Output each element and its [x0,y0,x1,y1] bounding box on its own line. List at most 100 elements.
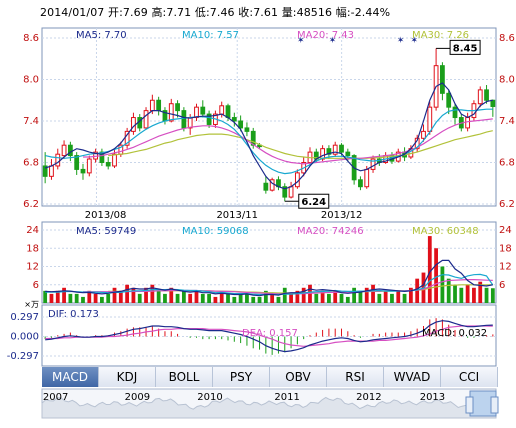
volume-bar [226,293,230,303]
volume-bar [459,287,464,303]
volume-bar [144,287,148,303]
indicator-tabs: MACD KDJ BOLL PSY OBV RSI WVAD CCI [42,367,498,387]
volume-bar [125,284,130,303]
candle-body [49,165,54,177]
candle-body [244,127,250,132]
price-panel-frame [41,27,497,207]
candle-body [80,168,86,174]
volume-bar [93,293,98,303]
volume-bar [472,287,476,303]
price-legend-ma20: MA20: 7.43 [297,30,354,41]
candle-body [175,103,180,112]
candle-body [465,117,471,129]
tab-rsi[interactable]: RSI [327,367,384,387]
candle-body [452,106,458,119]
volume-bar [251,296,256,303]
candle-body [194,106,199,119]
price-tick-left: 7.4 [23,116,39,127]
candle-body [484,89,489,101]
navigator-right-handle [490,396,499,414]
candle-body [446,92,452,108]
volume-bar [320,290,325,303]
candle-body [168,103,174,122]
volume-bar [62,287,66,303]
volume-bar [219,290,224,303]
price-legend-ma30: MA30: 7.26 [412,30,469,41]
tab-macd[interactable]: MACD [42,367,99,387]
volume-unit: ×万 [24,300,39,309]
candle-body [86,158,92,174]
price-tick-right: 8.6 [499,33,515,44]
price-ma10-line [45,108,493,175]
candle-body [364,168,370,188]
volume-bar [245,293,249,303]
candle-body [370,158,376,170]
navigator-year-tick: 2010 [197,392,222,403]
volume-bar [68,293,73,303]
tab-obv[interactable]: OBV [270,367,327,387]
quote-header: 2014/01/07 开:7.69 高:7.71 低:7.46 收:7.61 量… [40,6,391,19]
volume-bar [333,290,338,303]
macd-legend-dif: DIF: 0.173 [48,309,99,320]
tab-wvad[interactable]: WVAD [384,367,441,387]
volume-bar [446,278,451,303]
tab-boll[interactable]: BOLL [156,367,213,387]
volume-bar [377,293,382,303]
candle-body [61,144,67,157]
price-x-tick: 2013/08 [85,210,127,221]
volume-tick-left: 6 [33,280,39,291]
price-ma5-line [45,82,493,190]
low-price: 7.46 [209,6,235,19]
volume-bar [295,290,300,303]
volume-tick-right: 24 [499,225,512,236]
candle-body [231,117,237,122]
tab-psy[interactable]: PSY [213,367,270,387]
event-star-icon: ✶ [397,36,405,46]
navigator-area [41,396,497,419]
volume-bar [301,287,306,303]
macd-dea-line [45,325,493,347]
volume-bar [55,290,60,303]
price-legend-ma5: MA5: 7.70 [76,30,127,41]
volume-bar [408,287,413,303]
volume-bar [415,278,420,303]
macd-tick-left: 0.297 [10,312,39,323]
volume-bar [339,293,344,303]
volume-bar [131,287,136,303]
volume-bar [213,296,218,303]
volume-bar [402,293,407,303]
volume-value: 48516 [296,6,333,19]
max-box [449,39,481,55]
candle-body [339,144,344,153]
macd-panel-frame [41,304,497,367]
volume-bar [81,296,85,303]
candle-body [263,182,269,191]
volume-bar [100,296,104,303]
volume-bar [270,293,275,303]
candle-body [156,99,162,112]
volume-bar [345,296,350,303]
volume-legend-ma10: MA10: 59068 [182,226,249,237]
candle-body [421,130,426,139]
open-price: 7.69 [122,6,148,19]
navigator-year-tick: 2011 [274,392,299,403]
tab-cci[interactable]: CCI [441,367,498,387]
volume-bar [49,293,54,303]
candle-body [200,106,206,115]
tab-kdj[interactable]: KDJ [99,367,156,387]
candle-body [332,144,338,155]
candle-body [187,117,193,129]
quote-date: 2014/01/07 [40,6,105,19]
volume-bar [282,287,287,303]
max-label: 8.45 [453,43,478,54]
candle-body [112,153,117,167]
volume-bar [200,293,205,303]
volume-bar [263,290,268,303]
volume-bar [314,293,319,303]
volume-tick-left: 18 [26,243,39,254]
volume-bar [181,290,186,303]
candle-body [143,110,149,129]
volume-bar [465,284,470,303]
volume-bar [453,284,457,303]
